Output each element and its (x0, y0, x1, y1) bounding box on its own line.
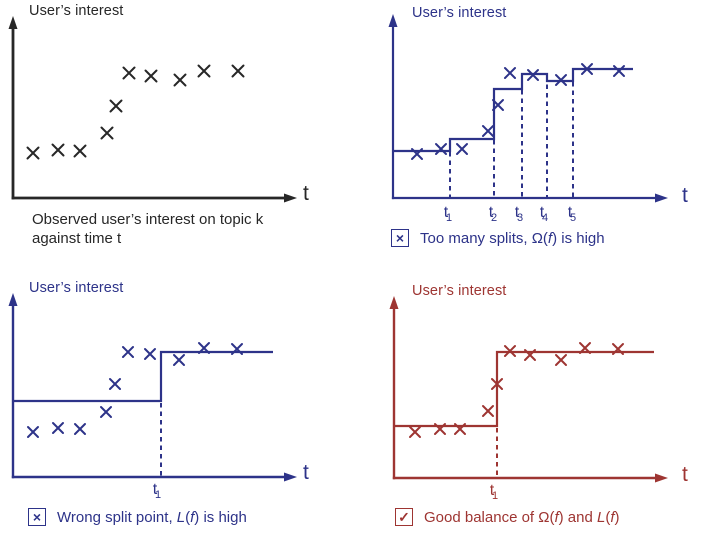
y-axis-arrow (8, 16, 18, 29)
data-point-x (73, 144, 87, 158)
y-axis-title: User’s interest (412, 283, 507, 299)
data-point-x (492, 99, 504, 111)
caption-observed: Observed user’s interest on topic k agai… (32, 211, 263, 248)
x-axis-arrow (284, 472, 297, 482)
x-axis-label: t (303, 461, 309, 484)
data-point-x (231, 343, 243, 355)
data-point-x (555, 354, 567, 366)
data-point-x (527, 69, 539, 81)
y-axis-title: User’s interest (29, 3, 124, 19)
x-axis-arrow (284, 193, 297, 203)
x-axis-label: t (303, 182, 309, 205)
data-point-x (51, 143, 65, 157)
data-point-x (456, 143, 468, 155)
caption-wrong-split: × Wrong split point, L(f) is high (28, 508, 247, 526)
data-point-x (231, 64, 245, 78)
y-axis-arrow (8, 293, 18, 306)
chart-observed (8, 16, 297, 203)
data-point-x (198, 342, 210, 354)
x-axis-label: t (682, 184, 688, 207)
x-axis-arrow (655, 193, 668, 203)
panel-observed: User’s interest t Observed user’s intere… (0, 0, 352, 267)
data-point-x (613, 65, 625, 77)
data-point-x (435, 143, 447, 155)
y-axis-title: User’s interest (29, 280, 124, 296)
chart-wrong-split (8, 293, 297, 482)
data-point-x (144, 69, 158, 83)
data-point-x (434, 423, 446, 435)
data-point-x (524, 349, 536, 361)
data-point-x (109, 378, 121, 390)
data-point-x (122, 346, 134, 358)
y-axis-title: User’s interest (412, 5, 507, 21)
data-point-x (74, 423, 86, 435)
data-point-x (144, 348, 156, 360)
y-axis-arrow (389, 296, 399, 309)
step-function-line (393, 67, 633, 153)
cross-box-icon: × (391, 229, 409, 247)
data-point-x (482, 125, 494, 137)
data-point-x (197, 64, 211, 78)
data-point-x (122, 66, 136, 80)
data-point-x (27, 426, 39, 438)
data-point-x (579, 342, 591, 354)
data-point-x (454, 423, 466, 435)
data-point-x (482, 405, 494, 417)
caption-text: Too many splits, Ω(f) is high (420, 229, 605, 247)
caption-text: Good balance of Ω(f) and L(f) (424, 508, 620, 526)
data-point-x (52, 422, 64, 434)
chart-good-balance (389, 296, 668, 483)
step-function-line (394, 350, 654, 428)
step-function-line (13, 350, 273, 403)
data-point-x (504, 345, 516, 357)
caption-line-2: against time t (32, 229, 122, 247)
data-point-x (100, 126, 114, 140)
caption-good-balance: ✓ Good balance of Ω(f) and L(f) (395, 508, 620, 526)
data-point-x (555, 74, 567, 86)
chart-too-many-splits (388, 14, 668, 203)
data-point-x (409, 426, 421, 438)
data-point-x (109, 99, 123, 113)
data-point-x (491, 378, 503, 390)
caption-too-many-splits: × Too many splits, Ω(f) is high (391, 229, 605, 247)
x-axis-label: t (682, 463, 688, 486)
y-axis-arrow (388, 14, 398, 27)
x-axis-arrow (655, 473, 668, 483)
data-point-x (581, 63, 593, 75)
data-point-x (173, 354, 185, 366)
data-point-x (26, 146, 40, 160)
cross-box-icon: × (28, 508, 46, 526)
data-point-x (504, 67, 516, 79)
check-box-icon: ✓ (395, 508, 413, 526)
data-point-x (100, 406, 112, 418)
data-point-x (612, 343, 624, 355)
data-point-x (173, 73, 187, 87)
data-point-x (411, 148, 423, 160)
caption-text: Wrong split point, L(f) is high (57, 508, 247, 526)
caption-line-1: Observed user’s interest on topic k (32, 211, 264, 228)
